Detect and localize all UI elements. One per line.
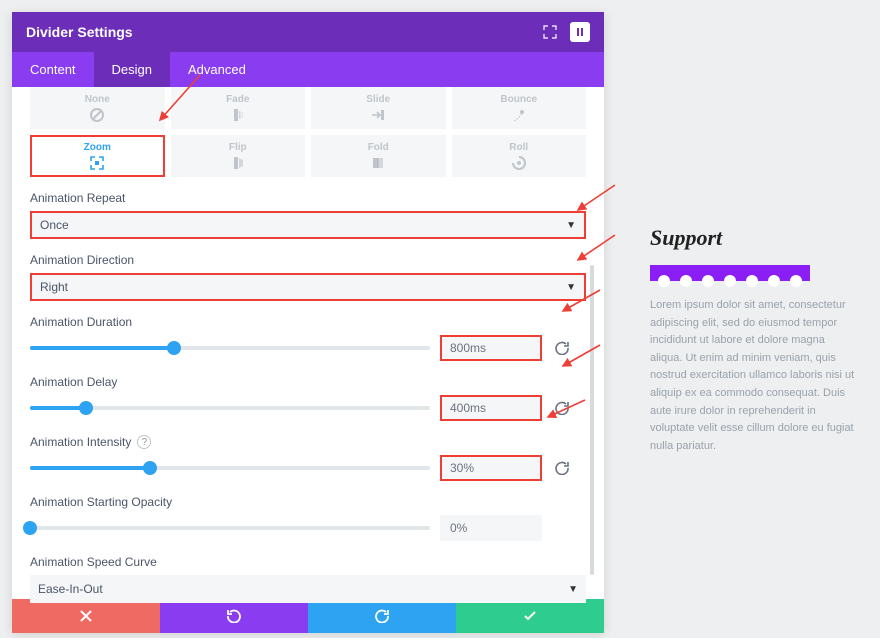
select-animation-direction[interactable]: Right ▼ bbox=[30, 273, 586, 301]
tab-content[interactable]: Content bbox=[12, 52, 94, 87]
preview-title: Support bbox=[650, 225, 860, 251]
style-roll[interactable]: Roll bbox=[452, 135, 587, 177]
flip-icon bbox=[230, 155, 246, 171]
slider-duration[interactable] bbox=[30, 346, 430, 350]
zoom-icon bbox=[89, 155, 105, 171]
select-speed-curve[interactable]: Ease-In-Out ▼ bbox=[30, 575, 586, 603]
field-animation-opacity: Animation Starting Opacity 0% bbox=[30, 495, 586, 541]
check-icon bbox=[523, 609, 537, 623]
input-intensity[interactable]: 30% bbox=[440, 455, 542, 481]
input-delay[interactable]: 400ms bbox=[440, 395, 542, 421]
animation-style-grid: None Fade Slide Bounce bbox=[30, 87, 586, 177]
input-opacity[interactable]: 0% bbox=[440, 515, 542, 541]
panel-body: None Fade Slide Bounce bbox=[12, 87, 604, 599]
chevron-down-icon: ▼ bbox=[566, 220, 576, 231]
settings-panel: Divider Settings Content Design Advanced… bbox=[12, 12, 604, 633]
drag-handle-icon[interactable] bbox=[570, 22, 590, 42]
redo-icon bbox=[375, 609, 389, 623]
tab-bar: Content Design Advanced bbox=[12, 52, 604, 87]
panel-header: Divider Settings bbox=[12, 12, 604, 52]
panel-header-actions bbox=[540, 22, 590, 42]
style-none[interactable]: None bbox=[30, 87, 165, 129]
input-duration[interactable]: 800ms bbox=[440, 335, 542, 361]
preview-pane: Support Lorem ipsum dolor sit amet, cons… bbox=[650, 225, 860, 455]
field-animation-direction: Animation Direction Right ▼ bbox=[30, 253, 586, 301]
slider-intensity[interactable] bbox=[30, 466, 430, 470]
slider-delay[interactable] bbox=[30, 406, 430, 410]
scrollbar[interactable] bbox=[590, 265, 594, 575]
preview-text: Lorem ipsum dolor sit amet, consectetur … bbox=[650, 297, 860, 455]
none-icon bbox=[89, 107, 105, 123]
field-animation-duration: Animation Duration 800ms bbox=[30, 315, 586, 361]
reset-delay-icon[interactable] bbox=[552, 398, 572, 418]
panel-title: Divider Settings bbox=[26, 24, 133, 40]
style-zoom[interactable]: Zoom bbox=[30, 135, 165, 177]
style-bounce[interactable]: Bounce bbox=[452, 87, 587, 129]
fold-icon bbox=[370, 155, 386, 171]
close-icon bbox=[80, 610, 92, 622]
select-animation-repeat[interactable]: Once ▼ bbox=[30, 211, 586, 239]
reset-intensity-icon[interactable] bbox=[552, 458, 572, 478]
style-slide[interactable]: Slide bbox=[311, 87, 446, 129]
slider-opacity[interactable] bbox=[30, 526, 430, 530]
tab-advanced[interactable]: Advanced bbox=[170, 52, 264, 87]
cancel-button[interactable] bbox=[12, 599, 160, 633]
undo-icon bbox=[227, 609, 241, 623]
divider-preview bbox=[650, 265, 860, 281]
style-fade[interactable]: Fade bbox=[171, 87, 306, 129]
reset-duration-icon[interactable] bbox=[552, 338, 572, 358]
field-animation-delay: Animation Delay 400ms bbox=[30, 375, 586, 421]
redo-button[interactable] bbox=[308, 599, 456, 633]
fade-icon bbox=[230, 107, 246, 123]
save-button[interactable] bbox=[456, 599, 604, 633]
style-flip[interactable]: Flip bbox=[171, 135, 306, 177]
chevron-down-icon: ▼ bbox=[568, 584, 578, 595]
roll-icon bbox=[511, 155, 527, 171]
tab-design[interactable]: Design bbox=[94, 52, 170, 87]
field-animation-intensity: Animation Intensity ? 30% bbox=[30, 435, 586, 481]
style-fold[interactable]: Fold bbox=[311, 135, 446, 177]
footer-actions bbox=[12, 599, 604, 633]
help-icon[interactable]: ? bbox=[137, 435, 151, 449]
field-animation-repeat: Animation Repeat Once ▼ bbox=[30, 191, 586, 239]
field-speed-curve: Animation Speed Curve Ease-In-Out ▼ bbox=[30, 555, 586, 603]
expand-icon[interactable] bbox=[540, 22, 560, 42]
slide-icon bbox=[370, 107, 386, 123]
chevron-down-icon: ▼ bbox=[566, 282, 576, 293]
bounce-icon bbox=[511, 107, 527, 123]
undo-button[interactable] bbox=[160, 599, 308, 633]
